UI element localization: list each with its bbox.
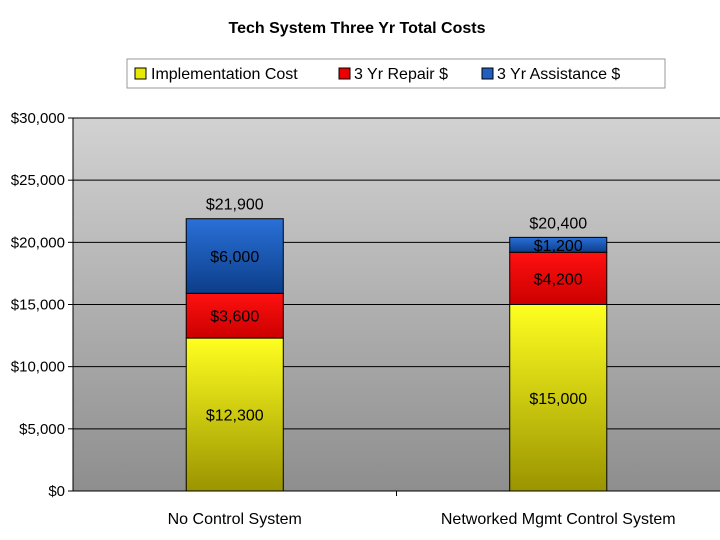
x-category-label: No Control System xyxy=(168,511,302,528)
legend: Implementation Cost 3 Yr Repair $ 3 Yr A… xyxy=(126,58,666,89)
gridlines xyxy=(73,117,720,430)
y-tick-label: $10,000 xyxy=(11,359,65,376)
legend-swatch-implementation xyxy=(134,67,147,80)
bar-segment xyxy=(509,251,608,305)
legend-swatch-assistance xyxy=(481,67,494,80)
legend-label-implementation: Implementation Cost xyxy=(151,66,298,83)
data-label: $4,200 xyxy=(534,271,583,288)
chart-title: Tech System Three Yr Total Costs xyxy=(229,20,486,37)
y-tick-label: $25,000 xyxy=(11,172,65,189)
total-label: $21,900 xyxy=(206,197,264,214)
legend-label-repair: 3 Yr Repair $ xyxy=(354,66,448,83)
legend-swatch-repair xyxy=(338,67,351,80)
bars: $12,300 $3,600 $6,000 $21,900 $15,000 $4,200 $… xyxy=(185,197,608,492)
data-label: $3,600 xyxy=(210,309,259,326)
legend-label-assistance: 3 Yr Assistance $ xyxy=(497,66,620,83)
y-tick-label: $20,000 xyxy=(11,234,65,251)
data-label: $12,300 xyxy=(206,408,264,425)
bar-segment xyxy=(185,292,284,339)
total-label: $20,400 xyxy=(529,215,587,232)
y-tick-label: $30,000 xyxy=(11,110,65,127)
y-tick-label: $5,000 xyxy=(19,421,65,438)
bar-segment xyxy=(185,337,284,492)
bar-segment xyxy=(185,218,284,294)
y-tick-label: $15,000 xyxy=(11,297,65,314)
bar-segment xyxy=(509,236,608,253)
data-label: $1,200 xyxy=(534,238,583,255)
y-tick-label: $0 xyxy=(48,483,65,500)
data-label: $6,000 xyxy=(210,249,259,266)
x-axis: No Control System Networked Mgmt Control … xyxy=(73,490,720,528)
legend-box xyxy=(126,58,666,89)
x-category-label: Networked Mgmt Control System xyxy=(441,511,676,528)
y-axis: $0 $5,000 $10,000 $15,000 $20,000 $25,000 $30,… xyxy=(11,110,74,500)
data-label: $15,000 xyxy=(529,391,587,408)
